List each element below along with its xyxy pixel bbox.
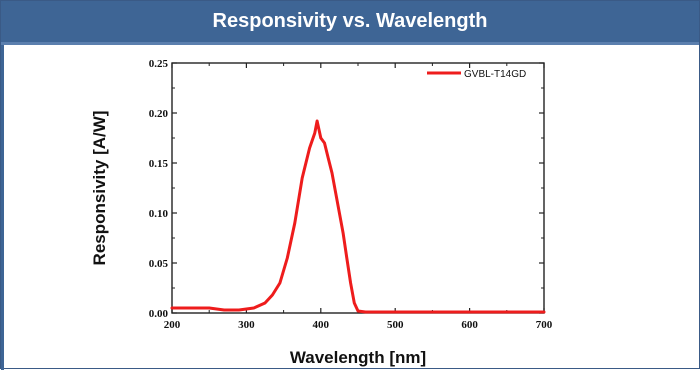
x-tick-label: 500 xyxy=(387,319,404,331)
series-line xyxy=(170,119,546,314)
x-tick-label: 600 xyxy=(461,319,478,331)
y-tick-label: 0.20 xyxy=(149,108,169,120)
y-tick-label: 0.15 xyxy=(149,158,169,170)
frame-left-border xyxy=(1,45,4,370)
y-tick-label: 0.00 xyxy=(149,308,169,320)
legend-label: GVBL-T14GD xyxy=(464,69,526,80)
series-layer xyxy=(170,119,546,314)
chart-title: Responsivity vs. Wavelength xyxy=(1,1,699,45)
y-tick-label: 0.25 xyxy=(149,58,169,70)
x-tick-label: 200 xyxy=(164,319,181,331)
y-tick-label: 0.05 xyxy=(149,258,169,270)
x-tick-label: 400 xyxy=(313,319,330,331)
y-axis-title: Responsivity [A/W] xyxy=(90,111,109,266)
x-tick-label: 300 xyxy=(238,319,255,331)
plot-area xyxy=(171,62,545,314)
x-tick-label: 700 xyxy=(536,319,553,331)
legend: GVBL-T14GD xyxy=(427,69,526,80)
x-axis-title: Wavelength [nm] xyxy=(290,348,426,367)
ticks-layer: 200 300 400 500 600 700 0.00 0.05 0.10 0.15 0.20 0.… xyxy=(149,58,553,331)
y-tick-label: 0.10 xyxy=(149,208,169,220)
